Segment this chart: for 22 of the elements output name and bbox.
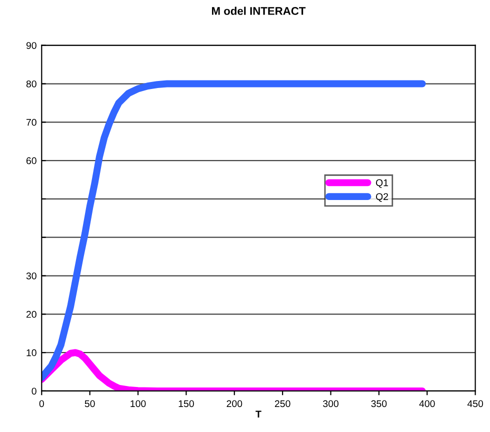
x-tick-label: 450 (467, 400, 484, 408)
x-axis-title: T (256, 410, 262, 418)
x-tick-label: 300 (323, 400, 338, 408)
x-tick-label: 100 (130, 400, 146, 408)
x-tick-label: 150 (178, 400, 194, 408)
chart-title: M odel INTERACT (212, 6, 306, 15)
y-tick-label: 80 (26, 80, 36, 88)
y-tick-label: 70 (26, 118, 36, 126)
y-tick-label: 90 (26, 42, 36, 49)
y-tick-label: 60 (26, 157, 36, 164)
x-tick-label: 250 (274, 400, 290, 408)
y-tick-label: 0 (32, 388, 36, 395)
x-tick-label: 200 (226, 400, 242, 408)
x-tick-label: 350 (371, 400, 387, 408)
y-tick-label: 20 (26, 310, 36, 318)
x-tick-label: 0 (39, 400, 44, 408)
y-tick-label: 10 (26, 349, 36, 356)
y-tick-label: 30 (26, 272, 36, 280)
legend-label: Q1 (376, 179, 388, 188)
legend-label: Q2 (376, 193, 388, 202)
x-tick-label: 50 (84, 400, 95, 408)
x-tick-label: 400 (419, 400, 435, 408)
